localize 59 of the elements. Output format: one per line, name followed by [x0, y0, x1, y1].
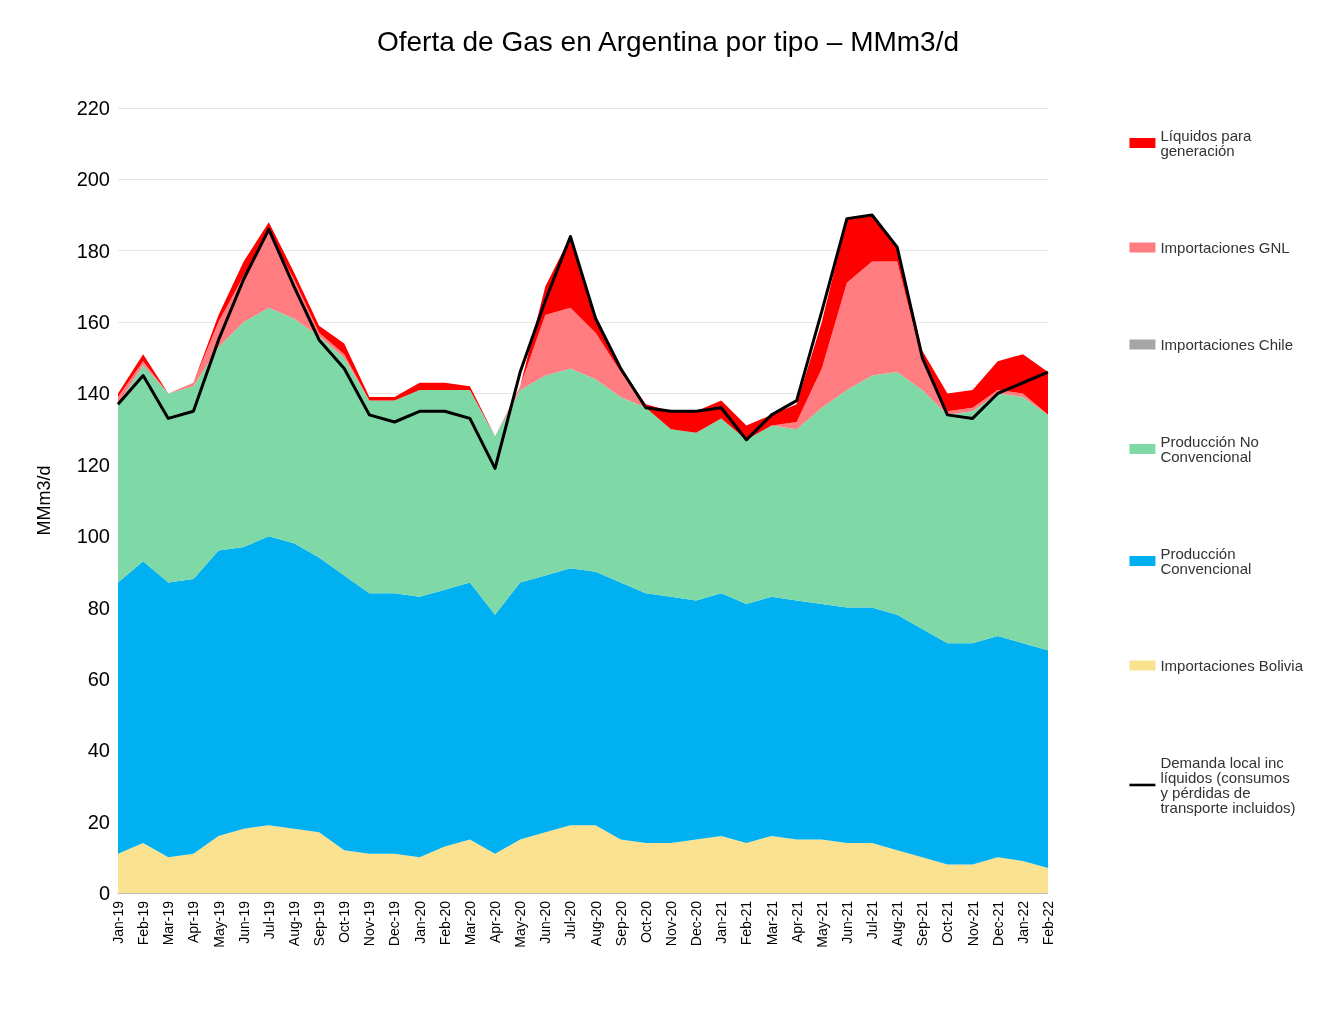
x-tick-label: Mar-21	[763, 900, 780, 946]
y-axis-title: MMm3/d	[34, 465, 54, 536]
x-tick-label: Feb-19	[135, 900, 152, 946]
x-tick-label: Jul-20	[562, 900, 579, 940]
x-tick-label: Jul-21	[864, 900, 881, 940]
x-tick-label: Dec-21	[989, 900, 1006, 947]
y-tick-label: 20	[87, 810, 110, 833]
y-tick-label: 60	[87, 667, 110, 690]
y-tick-label: 40	[87, 739, 110, 762]
y-tick-label: 80	[87, 596, 110, 619]
x-tick-label: Sep-20	[612, 900, 629, 947]
y-tick-label: 180	[76, 239, 110, 262]
chart-title: Oferta de Gas en Argentina por tipo – MMm3/d	[376, 25, 960, 57]
y-tick-label: 140	[76, 382, 110, 405]
x-tick-label: Feb-21	[738, 900, 755, 946]
x-tick-label: May-19	[210, 900, 227, 948]
legend-label: Importaciones Bolivia	[1160, 657, 1304, 674]
x-tick-label: May-20	[512, 900, 529, 948]
x-tick-label: Jun-20	[537, 900, 554, 944]
x-tick-label: Jan-22	[1014, 900, 1031, 944]
x-tick-label: Sep-21	[914, 900, 931, 947]
y-tick-label: 0	[98, 882, 110, 904]
x-tick-label: Feb-20	[436, 900, 453, 946]
legend-label: Producción Convencional	[1160, 545, 1252, 577]
y-tick-label: 200	[76, 168, 110, 191]
y-tick-label: 220	[76, 97, 110, 119]
legend-label: Líquidos para generación	[1160, 127, 1256, 159]
x-tick-label: Oct-21	[939, 900, 956, 944]
y-tick-label: 160	[76, 311, 110, 334]
x-tick-label: Nov-21	[964, 900, 981, 947]
x-tick-label: Nov-19	[361, 900, 378, 947]
legend-label: Producción No Convencional	[1160, 433, 1263, 465]
y-tick-label: 120	[76, 453, 110, 476]
legend-label: Importaciones Chile	[1160, 336, 1293, 353]
x-tick-label: Feb-22	[1040, 900, 1056, 946]
x-tick-label: Apr-20	[487, 900, 504, 944]
x-tick-label: Jan-20	[411, 900, 428, 944]
x-tick-label: Dec-20	[688, 900, 705, 947]
x-tick-label: Aug-21	[889, 900, 906, 947]
x-tick-label: Apr-19	[185, 900, 202, 944]
x-tick-label: Mar-20	[461, 900, 478, 946]
x-tick-label: Mar-19	[160, 900, 177, 946]
x-tick-label: Jan-21	[713, 900, 730, 944]
x-tick-label: Jun-21	[838, 900, 855, 944]
x-tick-label: Jan-19	[110, 900, 126, 944]
x-tick-label: Oct-19	[336, 900, 353, 944]
y-tick-label: 100	[76, 525, 110, 548]
x-tick-label: May-21	[813, 900, 830, 948]
x-tick-label: Aug-19	[285, 900, 302, 947]
x-tick-label: Aug-20	[587, 900, 604, 947]
legend-label: Demanda local inc líquidos (consumos y pérdidas de transporte incluidos)	[1160, 754, 1296, 816]
legend-label: Importaciones GNL	[1160, 239, 1290, 256]
x-tick-label: Nov-20	[662, 900, 679, 947]
x-tick-label: Jul-19	[260, 900, 277, 940]
x-tick-label: Dec-19	[386, 900, 403, 947]
x-tick-label: Sep-19	[311, 900, 328, 947]
x-tick-label: Oct-20	[637, 900, 654, 944]
x-tick-label: Jun-19	[235, 900, 252, 944]
x-tick-label: Apr-21	[788, 900, 805, 944]
